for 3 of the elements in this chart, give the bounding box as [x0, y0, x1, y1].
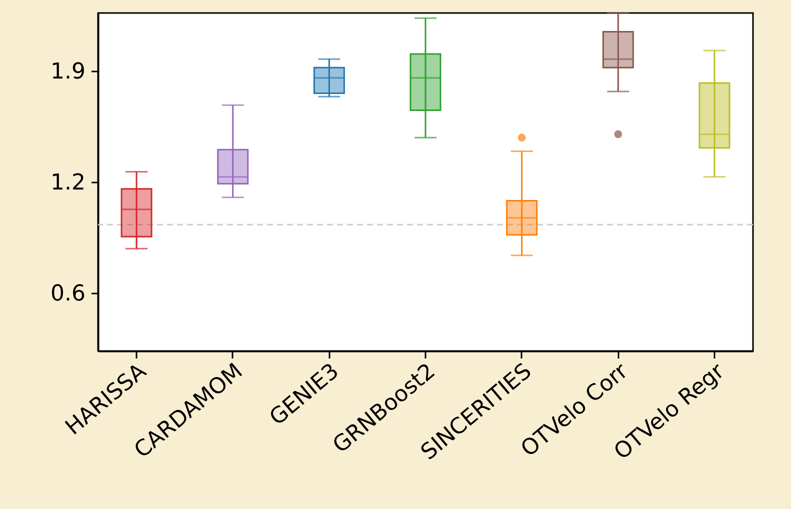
y-tick-label: 0.6: [50, 281, 86, 306]
y-tick-label: 1.2: [50, 170, 86, 196]
y-tick-label: 1.9: [50, 60, 86, 85]
